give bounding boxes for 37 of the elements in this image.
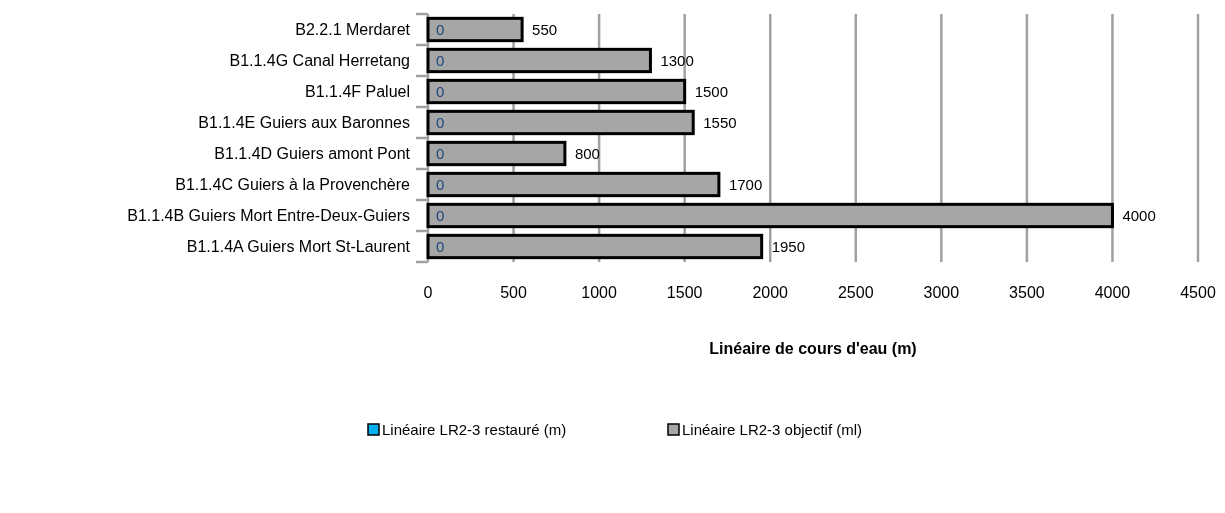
data-label: 0 (436, 20, 445, 38)
data-label: 0 (436, 113, 445, 131)
x-tick-label: 1000 (581, 284, 618, 301)
data-label: 0 (436, 237, 445, 255)
data-label: 1550 (703, 113, 737, 131)
x-tick-label: 3000 (923, 284, 960, 301)
data-label: 550 (532, 20, 558, 38)
data-label: 0 (436, 144, 445, 162)
y-tick-label: B2.2.1 Merdaret (295, 21, 411, 39)
y-tick-label: B1.1.4C Guiers à la Provenchère (175, 176, 411, 194)
y-tick-label: B1.1.4G Canal Herretang (229, 52, 410, 70)
y-tick-label: B1.1.4D Guiers amont Pont (214, 145, 411, 163)
y-tick-label: B1.1.4B Guiers Mort Entre-Deux-Guiers (127, 207, 410, 225)
data-label: 0 (436, 51, 445, 69)
data-label: 0 (436, 175, 445, 193)
y-tick-label: B1.1.4A Guiers Mort St-Laurent (186, 238, 411, 256)
legend-label: Linéaire LR2-3 objectif (ml) (682, 421, 863, 439)
x-tick-label: 500 (500, 284, 527, 301)
x-axis-title: Linéaire de cours d'eau (m) (709, 340, 917, 357)
x-tick-label: 4500 (1180, 284, 1216, 301)
data-label: 1500 (694, 82, 729, 100)
x-tick-label: 4000 (1094, 284, 1131, 301)
x-tick-label: 1500 (666, 284, 703, 301)
data-label: 1300 (660, 51, 694, 69)
data-label: 4000 (1122, 206, 1156, 224)
x-tick-label: 2000 (752, 284, 789, 301)
x-tick-label: 3500 (1009, 284, 1045, 301)
legend-label: Linéaire LR2-3 restauré (m) (382, 421, 567, 439)
x-tick-label: 0 (423, 284, 433, 301)
data-label: 800 (574, 144, 600, 162)
y-tick-label: B1.1.4F Paluel (305, 83, 410, 101)
x-tick-label: 2500 (837, 284, 874, 301)
y-tick-label: B1.1.4E Guiers aux Baronnes (198, 114, 410, 132)
data-label: 1700 (728, 175, 763, 193)
data-label: 0 (436, 82, 445, 100)
data-label: 0 (436, 206, 445, 224)
data-label: 1950 (771, 237, 806, 255)
